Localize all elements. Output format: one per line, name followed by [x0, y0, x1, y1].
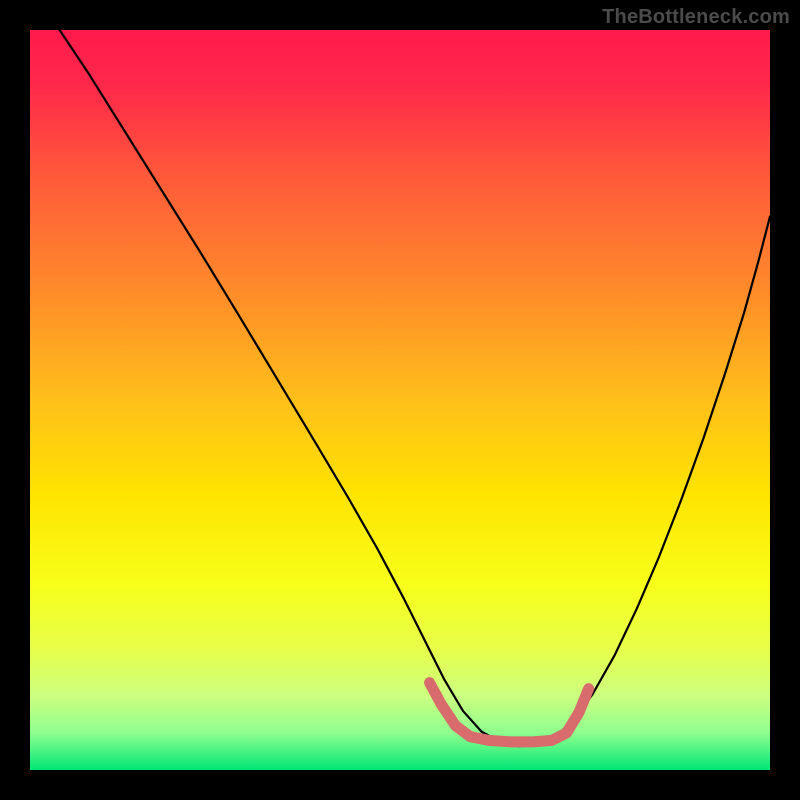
watermark-text: TheBottleneck.com: [602, 6, 790, 29]
plot-background: [30, 30, 770, 770]
chart-container: TheBottleneck.com: [0, 0, 800, 800]
bottleneck-chart: [0, 0, 800, 800]
